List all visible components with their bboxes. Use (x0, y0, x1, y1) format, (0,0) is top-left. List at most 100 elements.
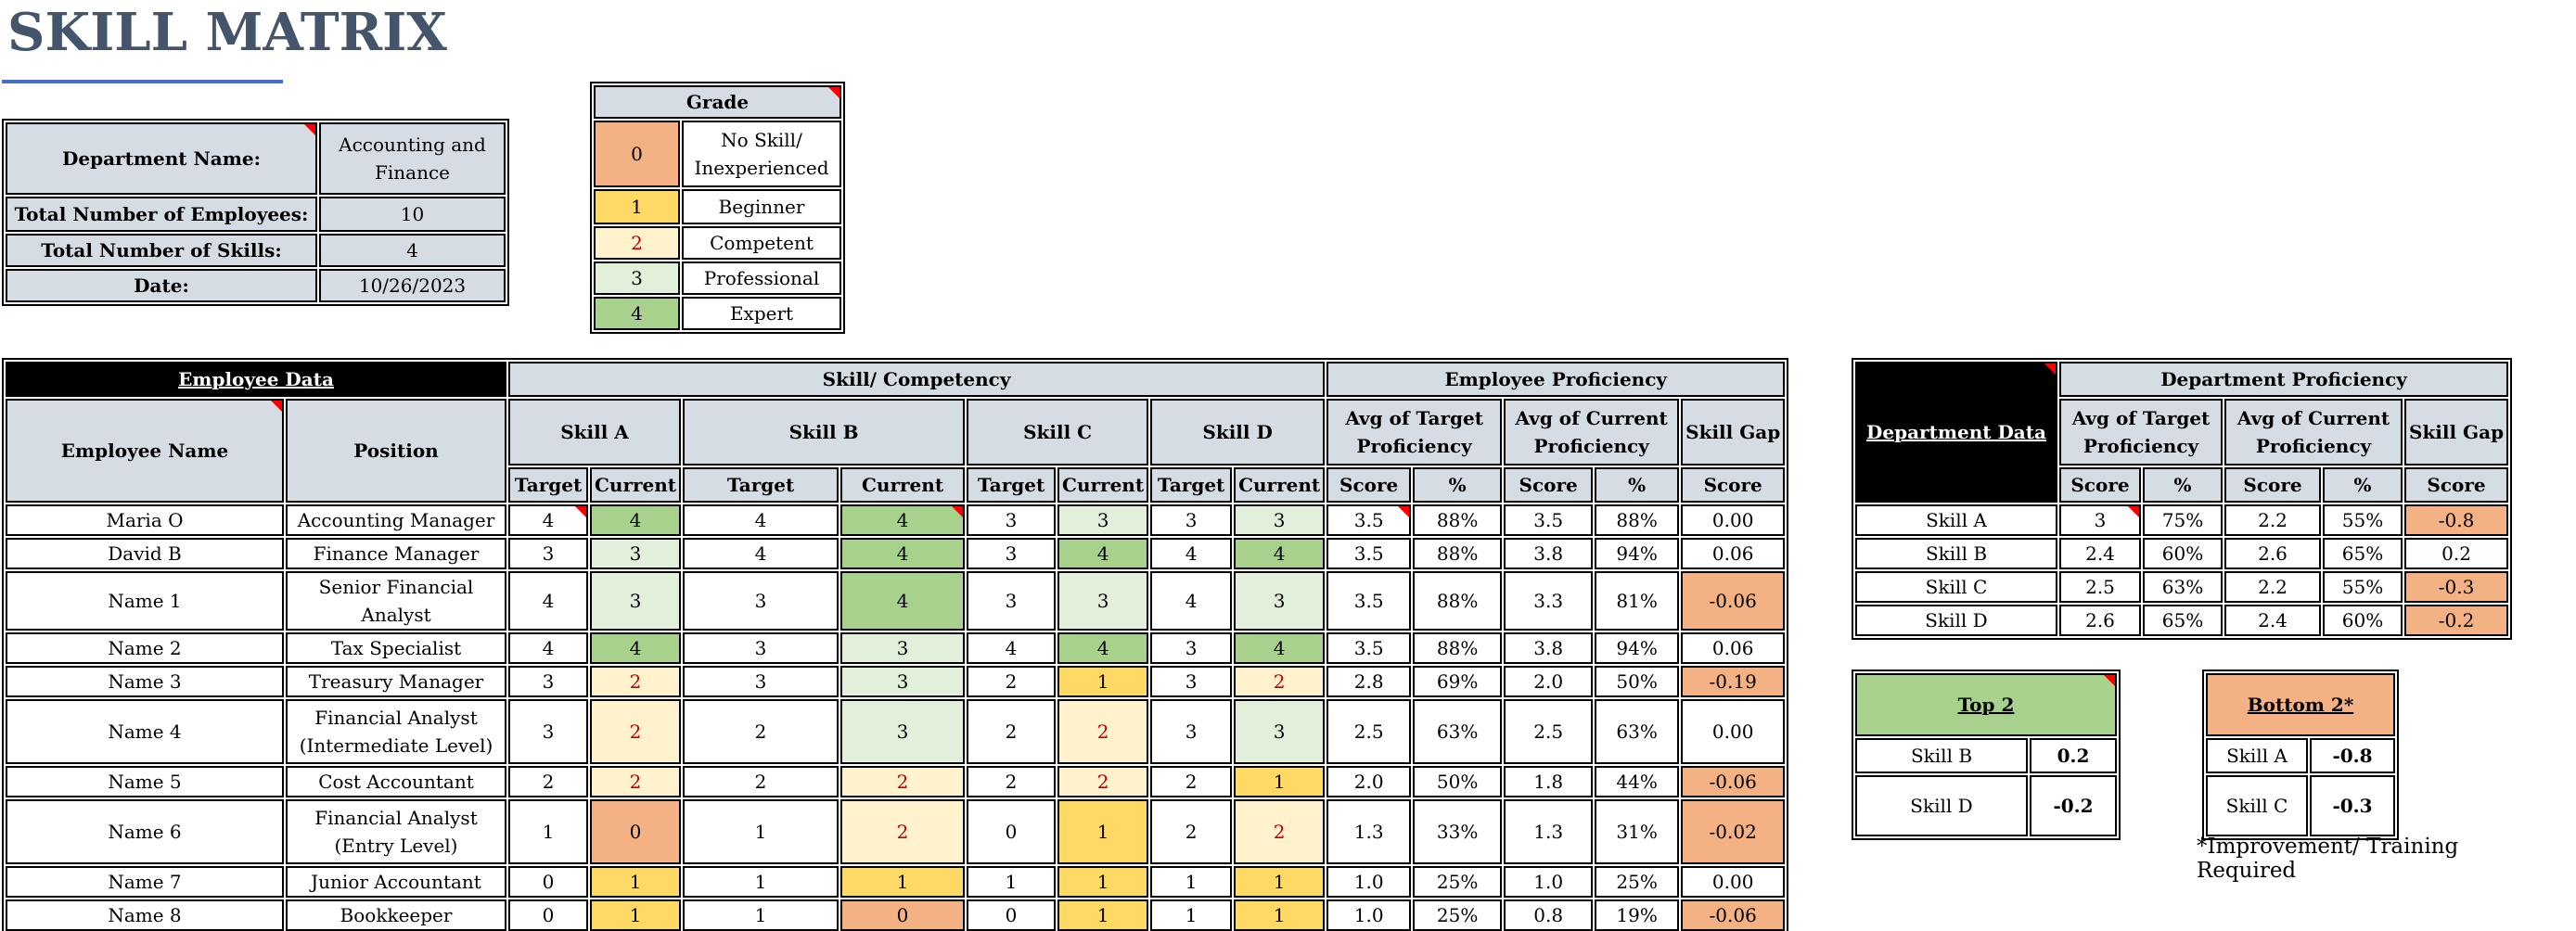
skill-gap-cell[interactable]: -0.3 (2404, 571, 2509, 603)
skill-name-cell[interactable]: Skill B (1855, 538, 2057, 569)
avg-target-pct-cell[interactable]: 60% (2143, 538, 2223, 569)
skill-d-target-cell[interactable]: 3 (1150, 504, 1233, 536)
skill-c-target-cell[interactable]: 4 (967, 632, 1057, 664)
skill-competency-header-cell[interactable]: Skill/ Competency (508, 362, 1326, 397)
avg-current-score-cell[interactable]: 3.8 (1504, 538, 1594, 569)
employee-name-cell[interactable]: Name 1 (6, 571, 284, 631)
position-cell[interactable]: Finance Manager (286, 538, 506, 569)
skill-a-current-cell[interactable]: 4 (590, 632, 682, 664)
avg-target-score-cell[interactable]: 1.3 (1326, 799, 1412, 864)
skill-a-current-cell[interactable]: 2 (590, 766, 682, 797)
avg-current-score-cell[interactable]: 2.6 (2224, 538, 2321, 569)
avg-current-pct-cell[interactable]: 31% (1595, 799, 1680, 864)
current-header-cell[interactable]: Current (1057, 467, 1149, 503)
avg-target-pct-cell[interactable]: 33% (1413, 799, 1503, 864)
avg-target-pct-cell[interactable]: 63% (1413, 699, 1503, 764)
skill-a-target-cell[interactable]: 2 (508, 766, 588, 797)
percent-header-cell[interactable]: % (2143, 467, 2223, 503)
skill-name-cell[interactable]: Skill D (1855, 605, 2057, 636)
skill-d-target-cell[interactable]: 1 (1150, 866, 1233, 898)
employee-name-cell[interactable]: Name 7 (6, 866, 284, 898)
score-header-cell[interactable]: Score (2059, 467, 2141, 503)
gap-value-cell[interactable]: -0.3 (2310, 775, 2395, 836)
avg-current-score-cell[interactable]: 1.8 (1504, 766, 1594, 797)
avg-target-pct-cell[interactable]: 88% (1413, 504, 1503, 536)
position-cell[interactable]: Tax Specialist (286, 632, 506, 664)
skill-b-target-cell[interactable]: 1 (683, 899, 839, 931)
grade-3-cell[interactable]: 3 (594, 261, 680, 295)
grade-legend-header-cell[interactable]: Grade (594, 85, 841, 119)
date-label-cell[interactable]: Date: (6, 269, 317, 302)
employee-proficiency-header-cell[interactable]: Employee Proficiency (1326, 362, 1786, 397)
gap-value-cell[interactable]: 0.2 (2030, 738, 2117, 773)
skill-d-target-cell[interactable]: 3 (1150, 666, 1233, 697)
skill-a-target-cell[interactable]: 0 (508, 866, 588, 898)
skill-gap-cell[interactable]: 0.2 (2404, 538, 2509, 569)
skill-c-header-cell[interactable]: Skill C (967, 399, 1149, 466)
percent-header-cell[interactable]: % (1413, 467, 1503, 503)
position-cell[interactable]: Cost Accountant (286, 766, 506, 797)
target-header-cell[interactable]: Target (967, 467, 1057, 503)
avg-target-score-cell[interactable]: 3 (2059, 504, 2141, 536)
skill-gap-cell[interactable]: 0.06 (1681, 538, 1786, 569)
department-name-label-cell[interactable]: Department Name: (6, 122, 317, 195)
skill-a-target-cell[interactable]: 3 (508, 538, 588, 569)
avg-target-score-cell[interactable]: 1.0 (1326, 899, 1412, 931)
target-header-cell[interactable]: Target (508, 467, 588, 503)
skill-d-target-cell[interactable]: 3 (1150, 632, 1233, 664)
skill-b-current-cell[interactable]: 4 (840, 571, 966, 631)
grade-1-label-cell[interactable]: Beginner (682, 189, 841, 224)
percent-header-cell[interactable]: % (2323, 467, 2403, 503)
skill-c-current-cell[interactable]: 3 (1057, 571, 1149, 631)
position-cell[interactable]: Treasury Manager (286, 666, 506, 697)
skill-c-current-cell[interactable]: 4 (1057, 538, 1149, 569)
employee-name-cell[interactable]: Name 5 (6, 766, 284, 797)
skill-gap-cell[interactable]: -0.06 (1681, 571, 1786, 631)
avg-target-score-cell[interactable]: 2.4 (2059, 538, 2141, 569)
skill-a-current-cell[interactable]: 2 (590, 666, 682, 697)
gap-value-cell[interactable]: -0.8 (2310, 738, 2395, 773)
skill-b-current-cell[interactable]: 3 (840, 666, 966, 697)
skill-gap-header-cell[interactable]: Skill Gap (1681, 399, 1786, 466)
avg-target-pct-cell[interactable]: 88% (1413, 632, 1503, 664)
skill-d-current-cell[interactable]: 4 (1234, 632, 1326, 664)
skill-b-current-cell[interactable]: 3 (840, 632, 966, 664)
position-cell[interactable]: Financial Analyst (Entry Level) (286, 799, 506, 864)
skill-c-current-cell[interactable]: 3 (1057, 504, 1149, 536)
skill-b-target-cell[interactable]: 3 (683, 571, 839, 631)
skill-a-target-cell[interactable]: 4 (508, 504, 588, 536)
avg-target-pct-cell[interactable]: 69% (1413, 666, 1503, 697)
skill-b-target-cell[interactable]: 2 (683, 766, 839, 797)
avg-target-pct-cell[interactable]: 50% (1413, 766, 1503, 797)
skill-d-target-cell[interactable]: 2 (1150, 766, 1233, 797)
skill-a-current-cell[interactable]: 3 (590, 571, 682, 631)
avg-target-pct-cell[interactable]: 88% (1413, 538, 1503, 569)
avg-target-score-cell[interactable]: 3.5 (1326, 504, 1412, 536)
avg-target-score-cell[interactable]: 2.5 (2059, 571, 2141, 603)
skill-d-header-cell[interactable]: Skill D (1150, 399, 1326, 466)
skill-c-target-cell[interactable]: 0 (967, 799, 1057, 864)
avg-target-pct-cell[interactable]: 65% (2143, 605, 2223, 636)
skill-d-target-cell[interactable]: 1 (1150, 899, 1233, 931)
employee-name-cell[interactable]: Name 8 (6, 899, 284, 931)
position-cell[interactable]: Financial Analyst (Intermediate Level) (286, 699, 506, 764)
avg-current-score-cell[interactable]: 1.0 (1504, 866, 1594, 898)
skill-d-target-cell[interactable]: 4 (1150, 538, 1233, 569)
avg-current-score-cell[interactable]: 0.8 (1504, 899, 1594, 931)
department-proficiency-header-cell[interactable]: Department Proficiency (2059, 362, 2509, 397)
target-header-cell[interactable]: Target (1150, 467, 1233, 503)
employee-name-header-cell[interactable]: Employee Name (6, 399, 284, 503)
employee-name-cell[interactable]: Name 3 (6, 666, 284, 697)
grade-4-label-cell[interactable]: Expert (682, 297, 841, 330)
skill-b-current-cell[interactable]: 4 (840, 504, 966, 536)
skill-gap-cell[interactable]: 0.06 (1681, 632, 1786, 664)
skill-c-current-cell[interactable]: 1 (1057, 799, 1149, 864)
employee-name-cell[interactable]: Name 2 (6, 632, 284, 664)
skill-gap-cell[interactable]: -0.02 (1681, 799, 1786, 864)
avg-current-pct-cell[interactable]: 55% (2323, 571, 2403, 603)
current-header-cell[interactable]: Current (840, 467, 966, 503)
skill-a-target-cell[interactable]: 3 (508, 699, 588, 764)
avg-target-pct-cell[interactable]: 25% (1413, 866, 1503, 898)
skill-d-current-cell[interactable]: 4 (1234, 538, 1326, 569)
skill-a-current-cell[interactable]: 2 (590, 699, 682, 764)
